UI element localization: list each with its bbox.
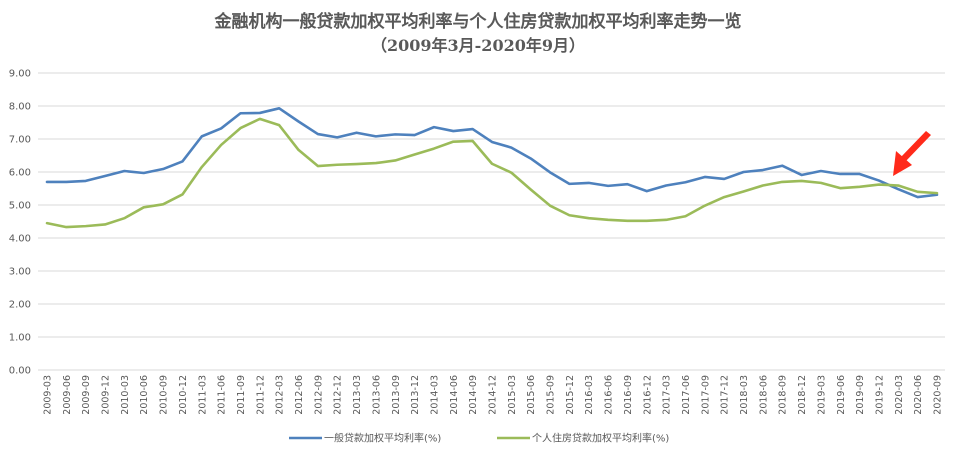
x-tick-label: 2009-06	[62, 375, 73, 415]
chart-title: 金融机构一般贷款加权平均利率与个人住房贷款加权平均利率走势一览	[214, 11, 742, 32]
x-tick-label: 2010-09	[159, 375, 170, 415]
x-tick-label: 2009-12	[101, 375, 112, 415]
x-tick-label: 2016-12	[642, 375, 653, 415]
y-tick-label: 3.00	[9, 267, 31, 278]
y-tick-label: 9.00	[9, 69, 31, 80]
x-tick-label: 2020-06	[913, 375, 924, 415]
x-tick-label: 2010-06	[139, 375, 150, 415]
x-tick-label: 2019-12	[874, 375, 885, 415]
x-tick-label: 2019-03	[816, 375, 827, 415]
y-tick-label: 0.00	[9, 366, 31, 377]
x-tick-label: 2015-03	[507, 375, 518, 415]
x-tick-label: 2016-03	[584, 375, 595, 415]
legend-label: 一般贷款加权平均利率(%)	[324, 432, 441, 445]
y-axis-ticks: 0.00 1.00 2.00 3.00 4.00 5.00 6.00 7.00 8.00 9.00	[9, 69, 31, 377]
x-tick-label: 2015-09	[546, 375, 557, 415]
x-tick-label: 2013-09	[391, 375, 402, 415]
x-tick-label: 2016-09	[623, 375, 634, 415]
x-tick-label: 2013-03	[352, 375, 363, 415]
x-tick-label: 2019-06	[836, 375, 847, 415]
x-tick-label: 2014-06	[449, 375, 460, 415]
y-tick-label: 7.00	[9, 135, 31, 146]
x-tick-label: 2014-12	[488, 375, 499, 415]
chart-subtitle: （2009年3月-2020年9月）	[371, 36, 585, 55]
x-tick-label: 2015-06	[526, 375, 537, 415]
x-tick-label: 2012-12	[333, 375, 344, 415]
legend: 一般贷款加权平均利率(%) 个人住房贷款加权平均利率(%)	[289, 432, 669, 445]
x-tick-label: 2013-12	[410, 375, 421, 415]
x-tick-label: 2010-12	[178, 375, 189, 415]
x-tick-label: 2012-09	[313, 375, 324, 415]
x-tick-label: 2012-03	[275, 375, 286, 415]
x-tick-label: 2017-12	[720, 375, 731, 415]
x-tick-label: 2020-09	[933, 375, 944, 415]
y-tick-label: 8.00	[9, 102, 31, 113]
x-tick-label: 2017-03	[662, 375, 673, 415]
x-axis-ticks: 2009-03 2009-06 2009-09 2009-12 2010-03 2010-…	[43, 375, 944, 415]
x-tick-label: 2010-03	[120, 375, 131, 415]
x-tick-label: 2013-06	[371, 375, 382, 415]
x-tick-label: 2011-09	[236, 375, 247, 415]
y-tick-label: 6.00	[9, 168, 31, 179]
x-tick-label: 2009-03	[43, 375, 54, 415]
series-lines	[45, 107, 939, 229]
x-tick-label: 2018-09	[778, 375, 789, 415]
x-tick-label: 2012-06	[294, 375, 305, 415]
x-tick-label: 2011-03	[197, 375, 208, 415]
annotation	[893, 131, 931, 176]
x-tick-label: 2017-06	[681, 375, 692, 415]
x-tick-label: 2017-09	[700, 375, 711, 415]
x-tick-label: 2018-12	[797, 375, 808, 415]
x-tick-label: 2018-03	[739, 375, 750, 415]
x-tick-label: 2009-09	[81, 375, 92, 415]
series-line-1	[45, 107, 939, 199]
y-tick-label: 1.00	[9, 333, 31, 344]
x-tick-label: 2011-06	[217, 375, 228, 415]
gridlines	[38, 72, 945, 371]
annotation-arrow-head	[893, 151, 912, 176]
y-tick-label: 2.00	[9, 300, 31, 311]
x-tick-label: 2014-03	[429, 375, 440, 415]
legend-label: 个人住房贷款加权平均利率(%)	[532, 432, 669, 445]
series-line-2	[45, 117, 939, 229]
x-tick-label: 2018-06	[758, 375, 769, 415]
y-tick-label: 5.00	[9, 201, 31, 212]
x-tick-label: 2019-09	[855, 375, 866, 415]
x-tick-label: 2011-12	[255, 375, 266, 415]
x-tick-label: 2020-03	[894, 375, 905, 415]
x-tick-label: 2014-09	[468, 375, 479, 415]
x-tick-label: 2016-06	[604, 375, 615, 415]
x-tick-label: 2015-12	[565, 375, 576, 415]
y-tick-label: 4.00	[9, 234, 31, 245]
annotation-arrow-shaft	[900, 131, 931, 162]
